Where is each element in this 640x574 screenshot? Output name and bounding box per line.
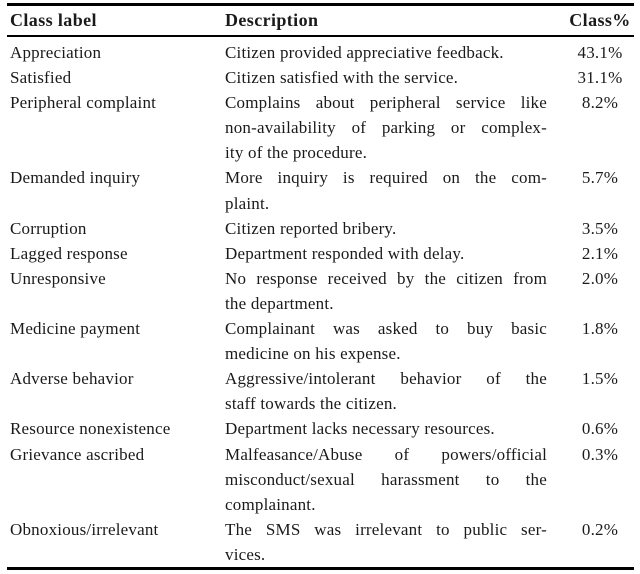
header-row: Class label Description Class% bbox=[7, 4, 634, 37]
table-row: Resource nonexistence Department lacks ne… bbox=[7, 416, 634, 441]
table-row: Demanded inquiry More inquiry is required… bbox=[7, 165, 634, 215]
description-cell: Aggressive/intolerant behavior of the sta… bbox=[225, 366, 566, 416]
table-body: Appreciation Citizen provided appreciativ… bbox=[7, 36, 634, 568]
class-percent-cell: 0.2% bbox=[581, 519, 619, 539]
class-percent-cell: 8.2% bbox=[581, 93, 619, 113]
class-label-cell: Resource nonexistence bbox=[10, 419, 171, 439]
description-line: the department. bbox=[225, 293, 334, 313]
class-percent-cell: 43.1% bbox=[577, 43, 623, 62]
description-cell: Department lacks necessary resources. bbox=[225, 416, 566, 441]
table-row: Medicine payment Complainant was asked to… bbox=[7, 316, 634, 366]
class-percent-cell: 1.5% bbox=[581, 369, 619, 389]
table-row: Obnoxious/irrelevant The SMS was irreleva… bbox=[7, 517, 634, 569]
description-line: More inquiry is required on the com- bbox=[225, 168, 547, 188]
class-percent-cell: 31.1% bbox=[577, 68, 623, 88]
description-line: plaint. bbox=[225, 193, 270, 213]
description-cell: The SMS was irrelevant to public ser-vic… bbox=[225, 517, 566, 569]
description-line: misconduct/sexual harassment to the bbox=[225, 469, 547, 489]
description-line: staff towards the citizen. bbox=[225, 394, 397, 414]
class-percent-cell: 3.5% bbox=[581, 218, 619, 238]
class-label-cell: Satisfied bbox=[10, 68, 72, 88]
table-row: Grievance ascribed Malfeasance/Abuse of p… bbox=[7, 442, 634, 517]
description-cell: Malfeasance/Abuse of powers/official misc… bbox=[225, 442, 566, 517]
description-line: Citizen provided appreciative feedback. bbox=[225, 43, 504, 62]
description-cell: Department responded with delay. bbox=[225, 241, 566, 266]
description-cell: Citizen provided appreciative feedback. bbox=[225, 36, 566, 65]
description-cell: Citizen satisfied with the service. bbox=[225, 65, 566, 90]
class-label-cell: Obnoxious/irrelevant bbox=[10, 519, 159, 539]
table-row: Satisfied Citizen satisfied with the serv… bbox=[7, 65, 634, 90]
description-line: Complains about peripheral service like bbox=[225, 93, 547, 113]
class-label-cell: Adverse behavior bbox=[10, 369, 134, 389]
class-percent-cell: 5.7% bbox=[581, 168, 619, 188]
description-line: Malfeasance/Abuse of powers/official bbox=[225, 444, 547, 464]
description-line: non-availability of parking or complex- bbox=[225, 118, 547, 138]
table-header: Class label Description Class% bbox=[7, 4, 634, 37]
class-percent-cell: 2.0% bbox=[581, 268, 619, 288]
table-row: Adverse behavior Aggressive/intolerant be… bbox=[7, 366, 634, 416]
description-line: The SMS was irrelevant to public ser- bbox=[225, 519, 547, 539]
description-line: No response received by the citizen from bbox=[225, 268, 547, 288]
class-label-cell: Demanded inquiry bbox=[10, 168, 141, 188]
col-header-description: Description bbox=[225, 4, 566, 37]
class-label-cell: Medicine payment bbox=[10, 319, 141, 339]
description-line: ity of the procedure. bbox=[225, 143, 368, 163]
class-percent-cell: 0.6% bbox=[581, 419, 619, 439]
description-cell: Complains about peripheral service like n… bbox=[225, 90, 566, 165]
description-line: Complainant was asked to buy basic bbox=[225, 319, 547, 339]
class-label-cell: Peripheral complaint bbox=[10, 93, 157, 113]
description-line: Citizen satisfied with the service. bbox=[225, 68, 459, 88]
description-line: Department lacks necessary resources. bbox=[225, 419, 495, 439]
description-line: complainant. bbox=[225, 494, 316, 514]
class-label-cell: Lagged response bbox=[10, 243, 128, 263]
class-label-cell: Corruption bbox=[10, 218, 87, 238]
table-row: Peripheral complaint Complains about peri… bbox=[7, 90, 634, 165]
table-row: Unresponsive No response received by the … bbox=[7, 266, 634, 316]
description-line: Aggressive/intolerant behavior of the bbox=[225, 369, 547, 389]
class-label-cell: Grievance ascribed bbox=[10, 444, 145, 464]
class-percent-cell: 2.1% bbox=[581, 243, 619, 263]
col-header-class-label: Class label bbox=[7, 4, 225, 37]
class-percent-cell: 0.3% bbox=[581, 444, 619, 464]
table-row: Lagged response Department responded with… bbox=[7, 241, 634, 266]
table-row: Appreciation Citizen provided appreciativ… bbox=[7, 36, 634, 65]
description-cell: More inquiry is required on the com-plai… bbox=[225, 165, 566, 215]
description-line: Department responded with delay. bbox=[225, 243, 465, 263]
description-line: medicine on his expense. bbox=[225, 344, 401, 364]
col-header-class-percent: Class% bbox=[566, 4, 634, 37]
description-cell: No response received by the citizen from… bbox=[225, 266, 566, 316]
class-distribution-table: Class label Description Class% Appreciat… bbox=[7, 3, 634, 570]
description-line: vices. bbox=[225, 544, 266, 564]
class-label-cell: Unresponsive bbox=[10, 268, 106, 288]
table-row: Corruption Citizen reported bribery. 3.5% bbox=[7, 216, 634, 241]
class-label-cell: Appreciation bbox=[10, 43, 102, 62]
paper-table-figure: Class label Description Class% Appreciat… bbox=[7, 3, 634, 570]
description-cell: Citizen reported bribery. bbox=[225, 216, 566, 241]
description-line: Citizen reported bribery. bbox=[225, 218, 397, 238]
class-percent-cell: 1.8% bbox=[581, 319, 619, 339]
description-cell: Complainant was asked to buy basic medici… bbox=[225, 316, 566, 366]
